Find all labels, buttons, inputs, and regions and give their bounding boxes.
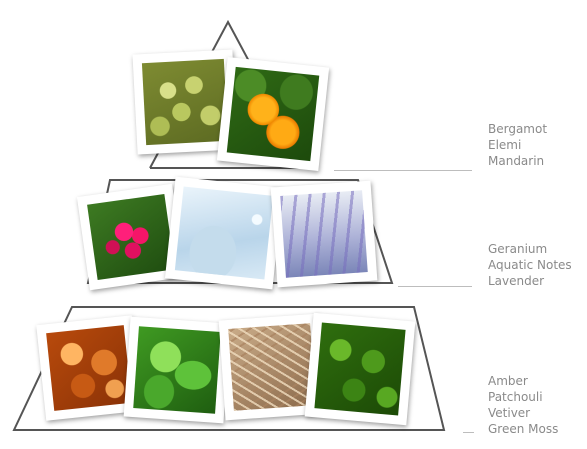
middle-notes-list: Geranium Aquatic Notes Lavender: [488, 241, 572, 289]
lavender-image: [280, 190, 368, 278]
lavender-photo: [270, 180, 378, 288]
middle-note-item: Lavender: [488, 274, 545, 288]
moss-image: [314, 322, 406, 416]
base-note-item: Green Moss: [488, 422, 559, 436]
base-note-item: Patchouli: [488, 390, 543, 404]
base-note-item: Amber: [488, 374, 528, 388]
mandarin-image: [226, 66, 320, 162]
top-note-item: Elemi: [488, 138, 522, 152]
top-notes-leader: [334, 170, 472, 171]
middle-notes-leader: [398, 286, 472, 287]
geranium-image: [87, 193, 175, 281]
moss-photo: [304, 312, 416, 426]
patchouli-photo: [123, 316, 231, 424]
aquatic-image: [174, 186, 274, 280]
base-notes-list: Amber Patchouli Vetiver Green Moss: [488, 373, 558, 437]
top-notes-list: Bergamot Elemi Mandarin: [488, 121, 547, 169]
patchouli-image: [133, 326, 221, 414]
pyramid-tier-base-outline: [12, 306, 446, 431]
base-notes-leader: [463, 432, 474, 433]
aquatic-photo: [164, 176, 284, 290]
middle-note-item: Geranium: [488, 242, 548, 256]
base-note-item: Vetiver: [488, 406, 531, 420]
top-note-item: Mandarin: [488, 154, 545, 168]
mandarin-photo: [216, 56, 330, 172]
lime-image: [141, 58, 229, 146]
top-note-item: Bergamot: [488, 122, 548, 136]
amber-image: [46, 325, 132, 411]
vetiver-image: [228, 323, 316, 411]
middle-note-item: Aquatic Notes: [488, 258, 572, 272]
